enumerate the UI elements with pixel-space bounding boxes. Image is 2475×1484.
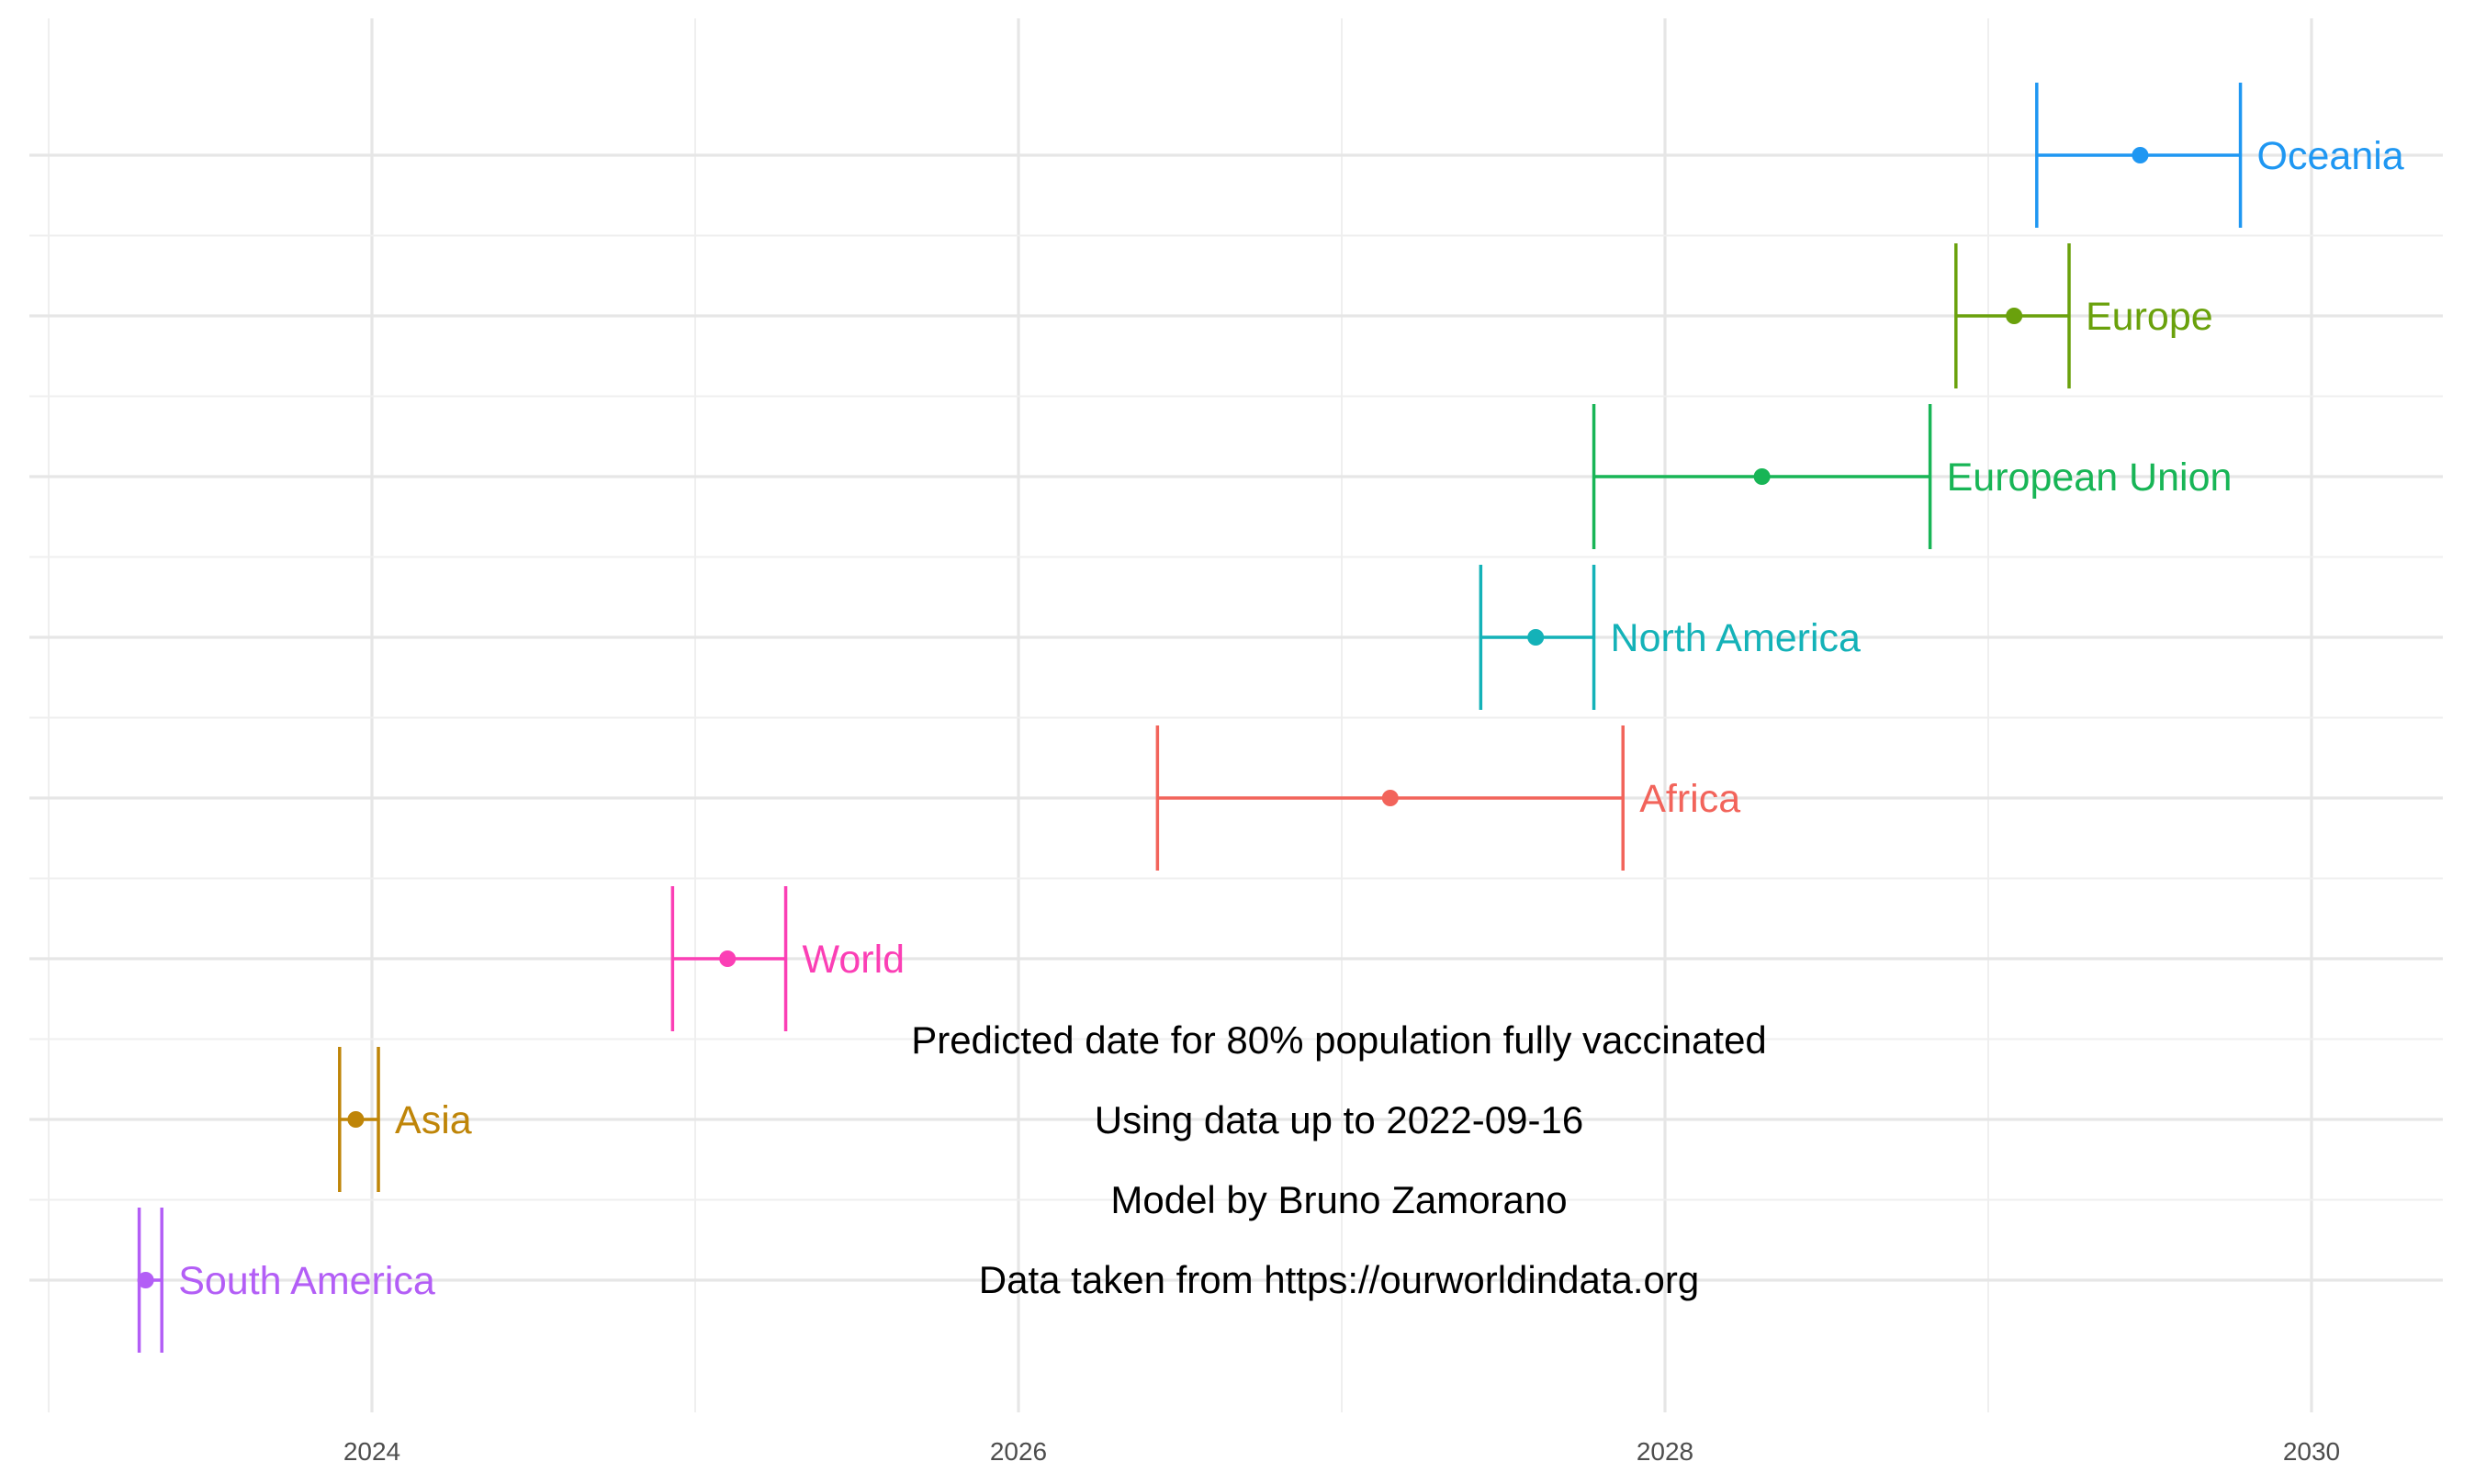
series-group: Oceania [2035,83,2404,228]
estimate-point [1381,790,1399,806]
series-group: Europe [1954,243,2213,388]
annotation-text: Data taken from https://ourworldindata.o… [979,1258,1699,1301]
series-group: North America [1479,565,1862,710]
series-label: Africa [1639,777,1740,821]
series-label: European Union [1947,455,2233,500]
annotation-text: Model by Bruno Zamorano [1110,1178,1567,1221]
series-label: Asia [395,1098,472,1142]
series-label: North America [1611,616,1862,660]
estimate-point [1527,629,1545,646]
estimate-point [137,1272,154,1288]
series: Oceania Europe European Union North America… [137,83,2404,1353]
annotation-text: Using data up to 2022-09-16 [1095,1098,1583,1141]
annotations: Predicted date for 80% population fully … [911,1018,1767,1301]
estimate-point [2132,147,2149,163]
annotation-text: Predicted date for 80% population fully … [911,1018,1767,1062]
x-axis-ticks: 2024 2026 2028 2030 [343,1437,2340,1466]
series-label: Oceania [2257,134,2404,178]
x-tick-label: 2024 [343,1437,400,1466]
series-group: Africa [1155,725,1740,871]
estimate-point [347,1111,365,1128]
series-group: Asia [338,1047,472,1192]
estimate-point [719,950,737,967]
estimate-point [1753,468,1771,485]
x-tick-label: 2028 [1637,1437,1693,1466]
series-group: South America [137,1208,435,1353]
x-tick-label: 2030 [2283,1437,2340,1466]
series-group: World [670,886,906,1031]
x-tick-label: 2026 [990,1437,1047,1466]
series-label: Europe [2086,295,2213,339]
series-label: South America [178,1259,435,1303]
series-label: World [803,938,906,982]
estimate-point [2006,308,2023,324]
series-group: European Union [1592,404,2233,549]
grid [29,18,2443,1412]
